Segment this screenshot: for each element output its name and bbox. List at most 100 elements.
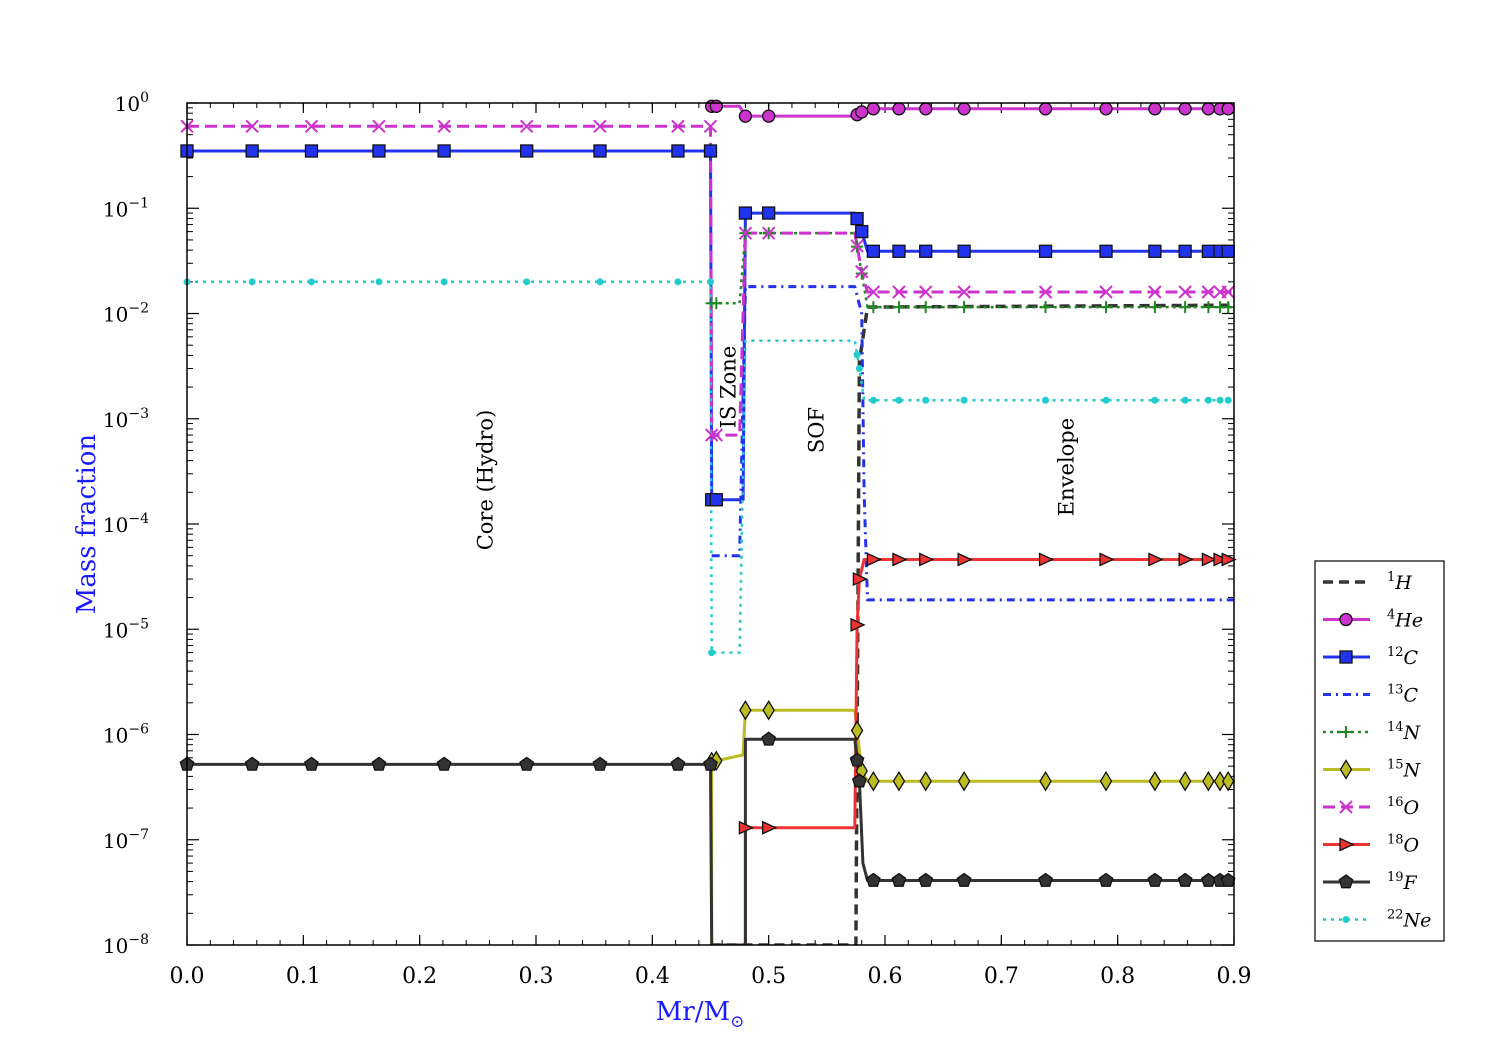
data-point-o16	[704, 428, 719, 442]
legend-marker-n14	[1340, 726, 1352, 738]
region-label-envelope: Envelope	[1055, 418, 1079, 516]
data-point-o16	[1201, 285, 1216, 299]
data-point-he4	[709, 99, 723, 113]
series-line-n14	[711, 231, 1234, 309]
data-point-he4	[1038, 102, 1053, 116]
data-point-f19	[371, 756, 387, 771]
data-point-o16	[671, 119, 685, 134]
data-point-n15	[957, 770, 971, 792]
x-tick-label: 0.1	[286, 964, 321, 989]
data-point-f19	[918, 872, 934, 887]
data-point-he4	[1099, 102, 1113, 116]
data-point-o18	[1099, 552, 1115, 567]
data-point-f19	[761, 731, 777, 746]
data-point-f19	[891, 872, 907, 887]
data-point-he4	[1201, 102, 1216, 116]
data-point-c12	[855, 224, 869, 239]
y-tick-label: 10−5	[103, 616, 149, 642]
data-point-n14	[1222, 301, 1235, 314]
legend-label-o16: 16O	[1387, 795, 1420, 819]
data-point-n15	[1178, 770, 1192, 792]
data-point-f19	[851, 773, 867, 788]
data-point-n14	[1202, 301, 1215, 314]
data-point-c12	[671, 144, 685, 158]
data-point-f19	[304, 756, 319, 771]
data-point-o16	[437, 119, 451, 134]
data-point-n14	[710, 297, 723, 310]
legend-marker-c12	[1339, 650, 1353, 664]
data-point-n15	[919, 770, 932, 792]
data-point-o16	[703, 119, 718, 134]
legend-label-he4: 4He	[1387, 608, 1423, 632]
legend-marker-he4	[1339, 612, 1353, 627]
data-point-f19	[849, 752, 865, 767]
x-tick-label: 0.9	[1217, 964, 1252, 989]
data-point-c12	[866, 244, 881, 258]
y-tick-label: 10−4	[103, 511, 149, 537]
data-point-n15	[1213, 770, 1227, 792]
data-point-f19	[865, 872, 881, 887]
data-point-o16	[919, 285, 933, 299]
x-tick-label: 0.2	[402, 964, 437, 989]
legend-label-o18: 18O	[1387, 833, 1420, 857]
series-line-c13	[711, 285, 1234, 602]
data-point-o18	[919, 552, 935, 567]
data-point-o16	[957, 285, 971, 299]
data-point-n15	[867, 770, 880, 792]
data-point-c12	[919, 244, 933, 258]
legend-label-ne22: 22Ne	[1387, 908, 1431, 932]
data-point-o16	[1178, 285, 1192, 299]
data-point-he4	[1178, 102, 1192, 116]
data-point-he4	[892, 102, 906, 116]
data-point-c12	[1099, 244, 1113, 258]
data-point-o16	[850, 239, 864, 253]
legend-label-n15: 15N	[1387, 758, 1422, 782]
x-tick-label: 0.6	[868, 964, 903, 989]
legend-label-n14: 14N	[1387, 720, 1422, 744]
data-point-n14	[1039, 301, 1052, 314]
x-axis-title-subscript: ⊙	[730, 1012, 744, 1032]
y-tick-label: 10−6	[103, 722, 149, 748]
data-point-o16	[1099, 285, 1113, 299]
data-point-c12	[372, 144, 386, 158]
data-point-c12	[520, 144, 534, 158]
data-point-f19	[592, 756, 608, 771]
series-line-ne22	[187, 280, 1234, 654]
x-tick-label: 0.7	[984, 964, 1019, 989]
data-point-c12	[1201, 244, 1216, 258]
data-point-he4	[738, 109, 753, 123]
series-line-h1	[709, 303, 1234, 945]
data-point-ne22	[707, 278, 714, 286]
data-point-c12	[709, 493, 723, 507]
data-point-n14	[867, 301, 880, 314]
data-point-f19	[1147, 872, 1163, 887]
data-point-n15	[1039, 770, 1052, 792]
data-point-n14	[958, 301, 971, 314]
data-point-ne22	[869, 396, 877, 404]
data-point-ne22	[375, 278, 383, 286]
data-point-c12	[437, 144, 451, 158]
x-axis-title: Mr/M⊙	[656, 997, 745, 1032]
y-tick-label: 100	[115, 90, 149, 116]
data-point-f19	[1177, 872, 1193, 887]
data-point-c12	[762, 206, 776, 220]
data-point-ne22	[1181, 396, 1189, 404]
x-tick-label: 0.4	[635, 964, 670, 989]
data-point-ne22	[1224, 396, 1232, 404]
data-point-n15	[739, 699, 752, 721]
data-point-he4	[1148, 102, 1162, 116]
data-point-o16	[709, 428, 724, 442]
data-point-f19	[956, 872, 972, 887]
data-point-ne22	[853, 351, 861, 359]
data-point-f19	[1098, 872, 1114, 887]
y-axis-title: Mass fraction	[72, 434, 102, 615]
data-point-he4	[762, 109, 776, 123]
data-point-ne22	[960, 396, 968, 404]
data-point-ne22	[307, 278, 315, 286]
data-point-o18	[1221, 552, 1237, 567]
y-tick-label: 10−3	[103, 406, 149, 432]
data-point-f19	[436, 756, 452, 771]
legend-label-f19: 19F	[1387, 870, 1418, 894]
series-layer	[187, 104, 1234, 945]
data-point-o16	[372, 119, 386, 134]
